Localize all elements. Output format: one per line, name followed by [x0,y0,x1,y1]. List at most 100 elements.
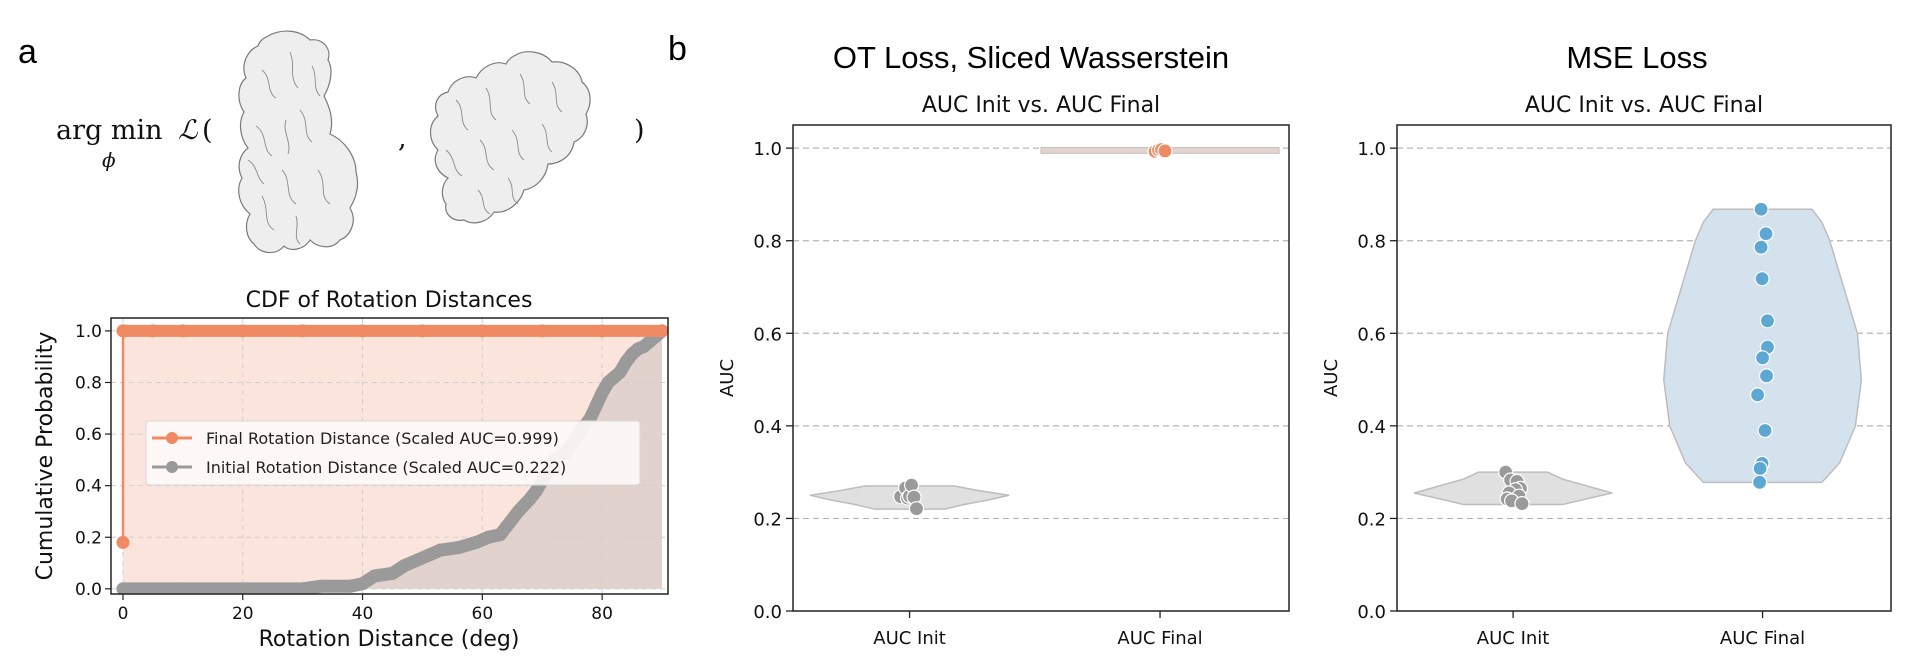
cdf-chart: CDF of Rotation Distances 0.0 0.2 0.4 0.6 0.… [33,288,669,652]
mse-point-final [1758,368,1775,384]
cdf-initial-point [397,559,411,573]
panel-a-label: a [18,33,37,71]
mse-point-final [1757,422,1773,439]
cdf-ytick-label: 0.4 [75,477,102,497]
cdf-final-point [475,324,489,338]
cdf-final-point [146,324,160,338]
ot-point-final [1157,143,1173,159]
ot-violin-chart: OT Loss, Sliced Wasserstein AUC Init vs.… [717,40,1290,649]
legend-entry-final: Final Rotation Distance (Scaled AUC=0.99… [152,429,559,448]
mse-ytick-label: 1.0 [1357,139,1386,160]
loss-formula: arg min ϕ ℒ ( , ) [56,115,645,172]
cdf-initial-point [421,548,435,562]
panel-b-label: b [668,30,687,68]
cdf-ytick-label: 0.0 [75,580,102,600]
cdf-initial-point [433,543,447,557]
formula-subscript: ϕ [102,148,116,172]
cdf-initial-point [613,365,627,379]
formula-open-paren: ( [202,115,213,146]
cdf-ytick-label: 0.8 [75,373,102,393]
ot-ytick-label: 0.0 [753,602,782,623]
cdf-final-point [415,324,429,338]
mse-xtick-label: AUC Init [1477,628,1550,649]
cdf-final-point [116,535,130,549]
cdf-final-point [236,324,250,338]
cdf-final-point [118,324,132,338]
ot-ytick-label: 1.0 [753,139,782,160]
cdf-initial-point [481,530,495,544]
cdf-ytick-label: 1.0 [75,322,102,342]
cdf-initial-point [385,566,399,580]
ot-suptitle: OT Loss, Sliced Wasserstein [833,40,1229,75]
cdf-initial-point [499,520,513,534]
ot-ylabel: AUC [717,359,738,397]
legend-marker-final [166,432,178,444]
cdf-ytick-label: 0.6 [75,425,102,445]
cdf-initial-point [589,399,603,413]
cdf-xlabel: Rotation Distance (deg) [259,627,520,652]
cdf-xtick-label: 40 [352,604,374,624]
cdf-initial-point [176,582,190,594]
mse-point-init [1514,496,1530,512]
cdf-initial-point [469,535,483,549]
cdf-initial-point [344,579,358,593]
cdf-title: CDF of Rotation Distances [246,288,533,313]
cdf-initial-point [368,569,382,583]
ot-axes-frame [792,124,1290,612]
ot-ytick-label: 0.6 [753,324,782,345]
ot-xtick-label: AUC Init [873,628,946,649]
cdf-initial-point [451,541,465,555]
cdf-ylabel: Cumulative Probability [33,332,58,581]
cdf-final-point [535,324,549,338]
cdf-initial-area [122,330,663,589]
ot-point-init [908,501,925,517]
legend-label-initial: Initial Rotation Distance (Scaled AUC=0.… [206,458,566,477]
cdf-initial-point [595,386,609,400]
cdf-xtick-label: 0 [118,604,129,624]
cdf-initial-point [314,579,328,593]
mse-title: AUC Init vs. AUC Final [1525,93,1763,118]
cdf-final-point [356,324,370,338]
cdf-axes-frame [110,317,669,595]
cdf-final-point [655,324,668,338]
mse-violin-chart: MSE Loss AUC Init vs. AUC Final 0.0 0.2 0.… [1321,40,1892,649]
legend-marker-initial [166,461,178,473]
mse-point-final [1750,387,1766,403]
mse-ytick-label: 0.0 [1357,602,1386,623]
mse-point-final [1754,271,1770,287]
cdf-initial-point [296,582,310,594]
cdf-final-point [296,324,310,338]
mse-point-final [1751,474,1768,490]
formula-loss-symbol: ℒ [178,115,198,146]
cdf-initial-point [116,582,130,594]
formula-argmin: arg min [56,115,163,146]
cdf-xtick-label: 60 [472,604,494,624]
cdf-legend-box [145,420,641,486]
mse-ytick-label: 0.2 [1357,509,1386,530]
mse-ytick-label: 0.8 [1357,232,1386,253]
legend-entry-initial: Initial Rotation Distance (Scaled AUC=0.… [152,458,566,477]
ot-title: AUC Init vs. AUC Final [922,93,1160,118]
mse-ytick-label: 0.4 [1357,417,1386,438]
cdf-final-point [176,324,190,338]
cdf-xtick-label: 80 [591,604,613,624]
cdf-initial-point [511,504,525,518]
mse-suptitle: MSE Loss [1566,40,1707,75]
cdf-initial-point [356,577,370,591]
cdf-ytick-label: 0.2 [75,528,102,548]
cdf-initial-point [529,484,543,498]
ot-ytick-label: 0.2 [753,509,782,530]
protein-structure-2-image [429,51,591,224]
cdf-legend: Final Rotation Distance (Scaled AUC=0.99… [145,420,641,486]
cdf-initial-point [236,582,250,594]
cdf-initial-point [409,553,423,567]
mse-ylabel: AUC [1321,359,1342,397]
mse-point-final [1754,350,1771,366]
mse-axes-frame [1396,124,1892,612]
protein-structure-1-image [238,30,359,254]
mse-point-final [1753,239,1769,255]
ot-ytick-label: 0.4 [753,417,782,438]
formula-comma: , [398,123,407,154]
mse-point-final [1752,460,1768,477]
